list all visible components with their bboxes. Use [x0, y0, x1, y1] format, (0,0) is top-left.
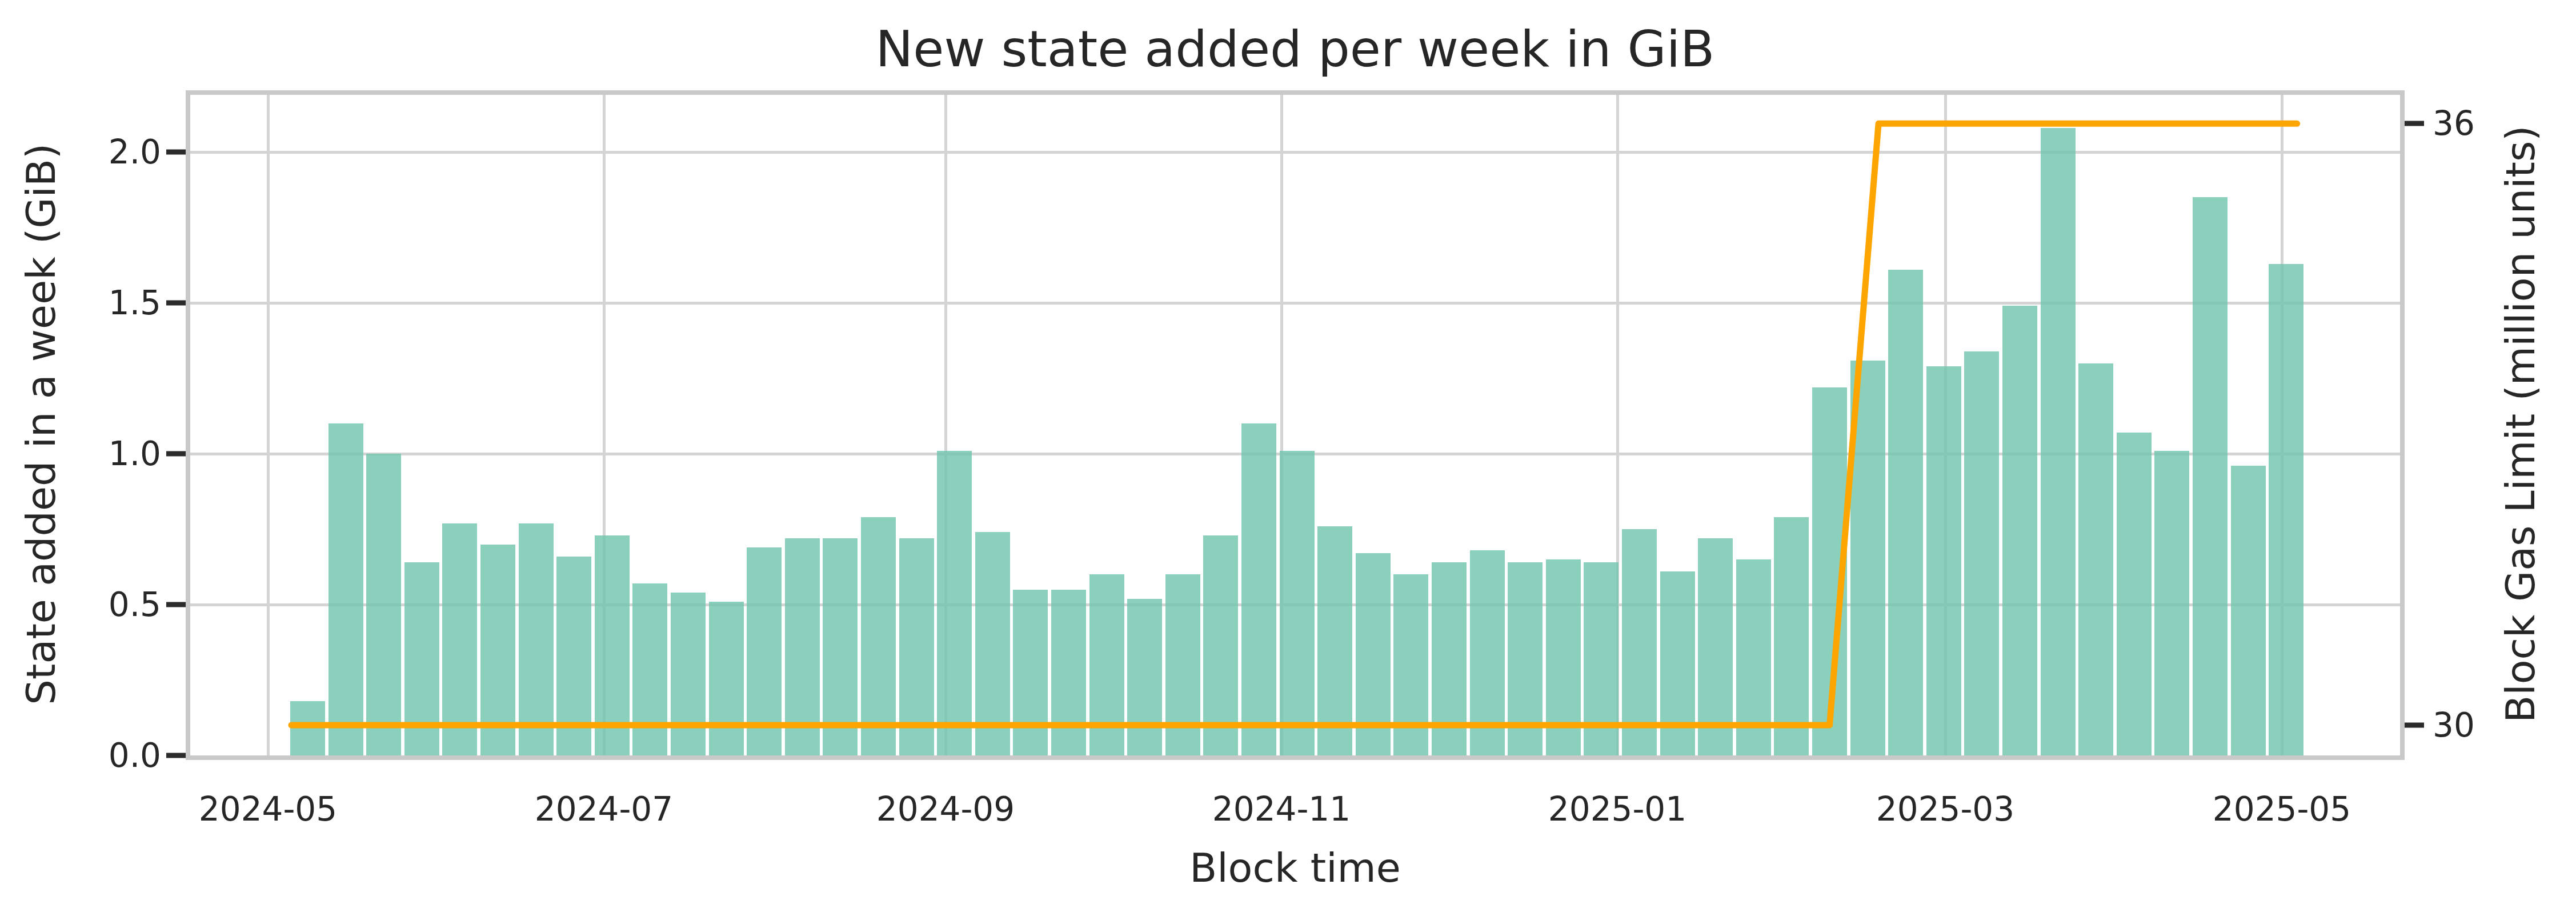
y-tick-mark-left: [166, 451, 186, 457]
y-tick-mark-left: [166, 602, 186, 607]
plot-area: [186, 90, 2405, 760]
y-tick-mark-left: [166, 150, 186, 155]
y-tick-label-right: 30: [2433, 706, 2475, 745]
x-tick-label: 2024-07: [535, 790, 673, 829]
y-tick-mark-right: [2405, 723, 2424, 728]
y-tick-label-right: 36: [2433, 104, 2475, 143]
y-tick-label-left: 0.5: [109, 585, 161, 624]
x-tick-label: 2025-01: [1548, 790, 1686, 829]
chart-title: New state added per week in GiB: [190, 22, 2400, 77]
x-tick-label: 2024-05: [199, 790, 337, 829]
y-tick-label-left: 1.0: [109, 434, 161, 473]
y-axis-label-right: Block Gas Limit (million units): [2497, 125, 2544, 722]
y-tick-mark-left: [166, 753, 186, 758]
y-axis-label-left: State added in a week (GiB): [18, 143, 65, 705]
y-tick-label-left: 1.5: [109, 283, 161, 322]
gas-limit-line-path: [291, 123, 2297, 725]
y-tick-label-left: 0.0: [109, 736, 161, 775]
y-tick-mark-right: [2405, 121, 2424, 126]
x-axis-label: Block time: [190, 845, 2400, 891]
x-tick-label: 2025-03: [1876, 790, 2014, 829]
x-tick-label: 2025-05: [2213, 790, 2351, 829]
y-tick-label-left: 2.0: [109, 133, 161, 171]
x-tick-label: 2024-11: [1212, 790, 1351, 829]
gas-limit-line: [190, 95, 2400, 755]
x-tick-label: 2024-09: [876, 790, 1015, 829]
y-tick-mark-left: [166, 301, 186, 306]
